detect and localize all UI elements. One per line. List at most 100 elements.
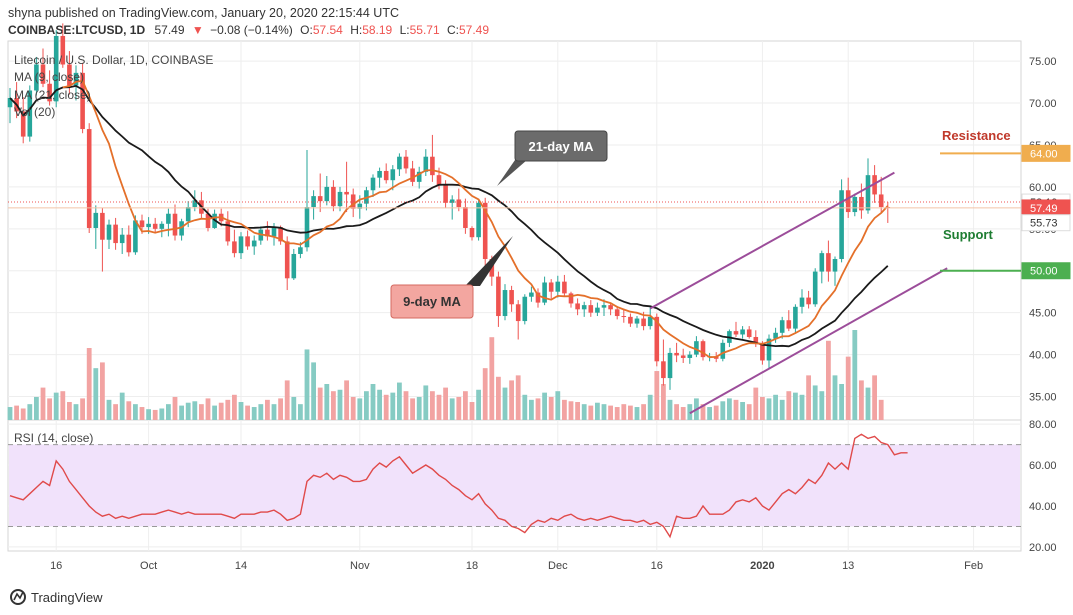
- candle-body: [740, 329, 745, 335]
- tradingview-logo[interactable]: TradingView: [10, 589, 103, 605]
- volume-bar: [377, 389, 382, 420]
- volume-bar: [812, 385, 818, 420]
- volume-bar: [251, 407, 257, 420]
- volume-bar: [865, 387, 871, 420]
- volume-bar: [845, 356, 851, 420]
- candle-body: [133, 220, 138, 253]
- ma9-line: [62, 79, 889, 359]
- candle-body: [146, 223, 151, 228]
- volume-bar: [727, 398, 732, 420]
- volume-bar: [773, 394, 778, 420]
- volume-bar: [166, 404, 171, 420]
- candle-body: [634, 318, 640, 324]
- candle-body: [839, 190, 844, 260]
- candle-body: [482, 202, 488, 260]
- price-pane[interactable]: [7, 40, 1022, 421]
- candle-body: [496, 276, 501, 317]
- volume-bar: [205, 398, 211, 420]
- candle-body: [865, 175, 871, 211]
- volume-bar: [502, 387, 508, 420]
- change-value: −0.08 (−0.14%): [210, 23, 293, 37]
- volume-bar: [357, 398, 363, 420]
- volume-bar: [608, 405, 613, 420]
- volume-bar: [799, 394, 805, 420]
- moving-averages: [9, 79, 889, 359]
- candle-body: [185, 207, 191, 222]
- volume-bar: [740, 402, 745, 420]
- candle-body: [628, 316, 633, 324]
- volume-bar: [826, 340, 831, 420]
- volume-bar: [806, 375, 811, 420]
- volume-bar: [47, 398, 52, 420]
- volume-bar: [581, 404, 587, 420]
- legend: Litecoin / U.S. Dollar, 1D, COINBASE MA …: [14, 53, 213, 119]
- candle-body: [166, 213, 171, 224]
- volume-bar: [139, 407, 145, 420]
- candle-body: [852, 196, 858, 213]
- volume-bar: [542, 392, 547, 420]
- candle-body: [766, 338, 772, 361]
- svg-text:COINBASE:LTCUSD, 1D 57.4: COINBASE:LTCUSD, 1D 57.49 ▼ −0.08 (−0.14…: [8, 23, 489, 37]
- price-tick-label: 70.00: [1029, 98, 1057, 110]
- volume-bar: [555, 391, 561, 420]
- support-label: Support: [943, 227, 993, 242]
- candle-body: [377, 170, 382, 178]
- candle-body: [826, 253, 831, 272]
- candle-body: [251, 240, 257, 247]
- volume-bar: [436, 394, 442, 420]
- candle-body: [291, 253, 297, 279]
- volume-bar: [786, 391, 792, 420]
- candle-body: [357, 203, 363, 209]
- candle-body: [542, 282, 547, 303]
- brand-name: TradingView: [31, 590, 103, 605]
- candle-body: [331, 186, 336, 207]
- last-price: 57.49: [154, 23, 184, 37]
- candle-body: [410, 168, 415, 182]
- candle-body: [271, 227, 277, 237]
- price-tick-label: 75.00: [1029, 56, 1057, 68]
- volume-bar: [34, 396, 39, 420]
- volume-bar: [344, 380, 349, 420]
- candle-body: [265, 229, 270, 237]
- volume-bar: [529, 399, 534, 420]
- label-9-day-ma: 9-day MA: [403, 294, 461, 309]
- callout-9-day-ma: 9-day MA: [390, 236, 513, 319]
- candle-body: [100, 212, 105, 240]
- volume-bar: [522, 394, 528, 420]
- candle-body: [555, 281, 561, 292]
- candle-body: [548, 282, 554, 292]
- candle-body: [113, 224, 118, 244]
- candle-body: [859, 196, 864, 211]
- price-tag-text: 64.00: [1030, 148, 1058, 160]
- candle-body: [423, 156, 429, 172]
- candle-body: [245, 236, 250, 247]
- legend-series-title: Litecoin / U.S. Dollar, 1D, COINBASE: [14, 53, 213, 67]
- volume-bar: [317, 387, 323, 420]
- candle-body: [832, 259, 838, 272]
- volume-bar: [298, 404, 303, 420]
- volume-bar: [364, 391, 369, 420]
- candle-body: [647, 316, 653, 327]
- volume-bar: [562, 399, 567, 420]
- volume-bar: [199, 404, 204, 420]
- price-tag: 64.00: [1021, 144, 1071, 162]
- rsi-band: [9, 444, 1020, 527]
- candle-body: [403, 156, 409, 169]
- volume-bar: [337, 389, 343, 420]
- volume-bar: [680, 407, 686, 420]
- close-label: C:: [447, 23, 459, 37]
- volume-bar: [878, 399, 884, 420]
- volume-bar: [535, 398, 541, 420]
- volume-bar: [449, 398, 455, 420]
- candle-body: [621, 316, 627, 318]
- candle-body: [700, 341, 706, 358]
- volume-bar: [397, 382, 402, 420]
- close-value: 57.49: [459, 23, 489, 37]
- volume-bar: [291, 396, 297, 420]
- volume-bar: [245, 405, 250, 420]
- volume-bar: [779, 399, 785, 420]
- candle-body: [575, 303, 580, 310]
- time-tick-label: 13: [842, 560, 854, 572]
- legend-volume: Vol (20): [14, 105, 55, 119]
